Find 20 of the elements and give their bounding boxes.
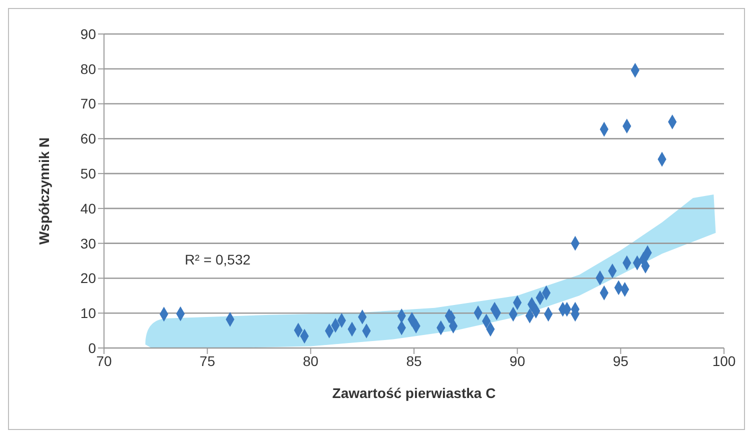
y-tick-label: 80 <box>80 60 96 77</box>
y-tick-label: 70 <box>80 96 96 112</box>
y-tick-label: 60 <box>80 130 96 147</box>
x-tick-label: 90 <box>510 352 526 369</box>
x-tick-label: 100 <box>712 352 736 369</box>
y-tick-label: 20 <box>80 270 96 286</box>
x-axis-title: Zawartość pierwiastka C <box>332 385 496 401</box>
x-tick-label: 85 <box>406 352 422 369</box>
y-tick-label: 0 <box>88 340 96 356</box>
y-axis-title: Współczynnik N <box>36 137 52 245</box>
x-tick-label: 95 <box>612 352 629 369</box>
y-tick-label: 30 <box>80 235 96 252</box>
y-tick-label: 10 <box>80 305 96 322</box>
y-tick-label: 40 <box>80 200 96 216</box>
y-tick-label: 90 <box>80 26 96 42</box>
x-tick-label: 80 <box>302 352 319 369</box>
annotation: R² = 0,532 <box>184 251 251 268</box>
x-tick-label: 75 <box>200 352 216 369</box>
y-tick-label: 50 <box>80 166 96 182</box>
x-tick-label: 70 <box>96 352 112 369</box>
